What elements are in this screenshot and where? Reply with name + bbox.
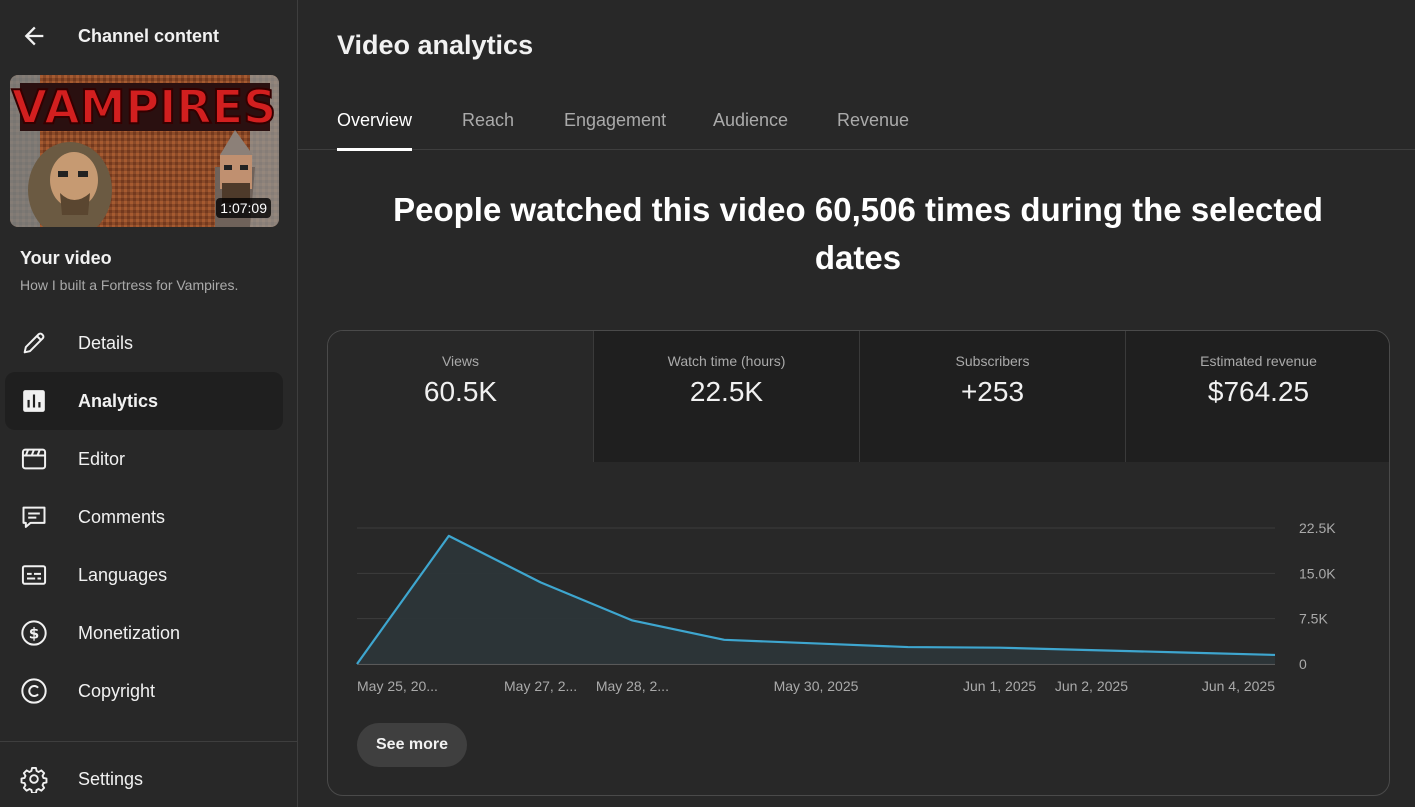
video-duration: 1:07:09 (216, 198, 271, 218)
sidebar-item-label: Details (78, 332, 134, 353)
see-more-button[interactable]: See more (357, 723, 468, 767)
y-tick-label: 22.5K (1299, 520, 1336, 536)
sidebar-item-languages[interactable]: Languages (5, 546, 283, 604)
x-tick-label: May 27, 2... (504, 678, 577, 694)
sidebar-item-analytics[interactable]: Analytics (5, 372, 283, 430)
sidebar-item-monetization[interactable]: $ Monetization (5, 604, 283, 662)
page-title: Video analytics (337, 30, 534, 60)
analytics-icon (19, 386, 49, 416)
sidebar-item-settings[interactable]: Settings (5, 750, 283, 807)
y-tick-label: 15.0K (1299, 565, 1336, 581)
copyright-icon (19, 676, 49, 706)
back-button[interactable] (18, 20, 50, 52)
x-tick-label: Jun 1, 2025 (963, 678, 1036, 694)
sidebar-item-label: Editor (78, 448, 126, 469)
sidebar-item-label: Comments (78, 506, 166, 527)
tab-revenue[interactable]: Revenue (837, 110, 910, 130)
tab-reach[interactable]: Reach (462, 110, 515, 130)
views-series-line (356, 534, 1276, 665)
arrow-left-icon (24, 26, 44, 46)
metric-label: Subscribers (955, 353, 1030, 369)
tab-audience[interactable]: Audience (713, 110, 789, 130)
metric-watch-time[interactable]: Watch time (hours) 22.5K (593, 331, 859, 462)
subtitles-icon (19, 560, 49, 590)
analytics-tabs: Overview Reach Engagement Audience Reven… (298, 100, 1415, 151)
dollar-icon: $ (19, 618, 49, 648)
x-tick-label: Jun 2, 2025 (1055, 678, 1128, 694)
metric-label: Estimated revenue (1200, 353, 1317, 369)
sidebar-item-comments[interactable]: Comments (5, 488, 283, 546)
sidebar-title: Channel content (78, 26, 220, 46)
sidebar-item-copyright[interactable]: Copyright (5, 662, 283, 720)
main-content: Video analytics Overview Reach Engagemen… (298, 0, 1415, 807)
x-tick-label: May 30, 2025 (774, 678, 859, 694)
metric-value: 22.5K (689, 376, 764, 407)
sidebar-item-label: Copyright (78, 680, 156, 701)
thumbnail-title: VAMPIRES (12, 80, 277, 134)
comments-icon (19, 502, 49, 532)
metric-value: $764.25 (1207, 376, 1310, 407)
y-tick-label: 7.5K (1299, 611, 1328, 627)
sidebar-item-label: Settings (78, 768, 144, 789)
sidebar-item-editor[interactable]: Editor (5, 430, 283, 488)
views-chart: 0 7.5K 15.0K 22.5K May 25, 20... May 27, 2...… (356, 520, 1336, 694)
sidebar-nav: Details Analytics (5, 314, 283, 720)
metric-label: Watch time (hours) (667, 353, 786, 369)
metric-label: Views (441, 353, 480, 369)
overview-card: Views 60.5K Watch time (hours) 22.5K Sub… (327, 330, 1390, 796)
editor-icon (19, 444, 49, 474)
pencil-icon (19, 328, 49, 358)
x-tick-label: Jun 4, 2025 (1202, 678, 1275, 694)
y-tick-label: 0 (1299, 656, 1307, 672)
sidebar-header: Channel content (0, 0, 297, 72)
gear-icon (19, 764, 49, 794)
views-area (357, 535, 1275, 664)
sidebar: Channel content VAMPIRES (0, 0, 298, 807)
sidebar-item-label: Languages (78, 564, 168, 585)
x-tick-label: May 28, 2... (596, 678, 669, 694)
video-title: How I built a Fortress for Vampires. (20, 277, 239, 293)
tab-overview[interactable]: Overview (337, 110, 413, 151)
metric-views[interactable]: Views 60.5K (328, 331, 593, 462)
svg-text:$: $ (29, 624, 40, 642)
thumbnail-art: VAMPIRES (10, 75, 279, 227)
metric-estimated-revenue[interactable]: Estimated revenue $764.25 (1125, 331, 1389, 462)
summary-headline: People watched this video 60,506 times d… (393, 191, 1323, 276)
metric-value: +253 (960, 376, 1025, 407)
sidebar-footer: Settings (0, 741, 297, 807)
sidebar-item-label: Analytics (78, 390, 159, 411)
x-tick-label: May 25, 20... (357, 678, 438, 694)
your-video-label: Your video (20, 248, 112, 268)
metric-value: 60.5K (423, 376, 498, 407)
video-thumbnail[interactable]: VAMPIRES 1:07:09 (10, 75, 279, 227)
sidebar-item-label: Monetization (78, 622, 181, 643)
metric-tabs: Views 60.5K Watch time (hours) 22.5K Sub… (328, 331, 1389, 462)
sidebar-item-details[interactable]: Details (5, 314, 283, 372)
tab-engagement[interactable]: Engagement (564, 110, 667, 130)
metric-subscribers[interactable]: Subscribers +253 (859, 331, 1125, 462)
